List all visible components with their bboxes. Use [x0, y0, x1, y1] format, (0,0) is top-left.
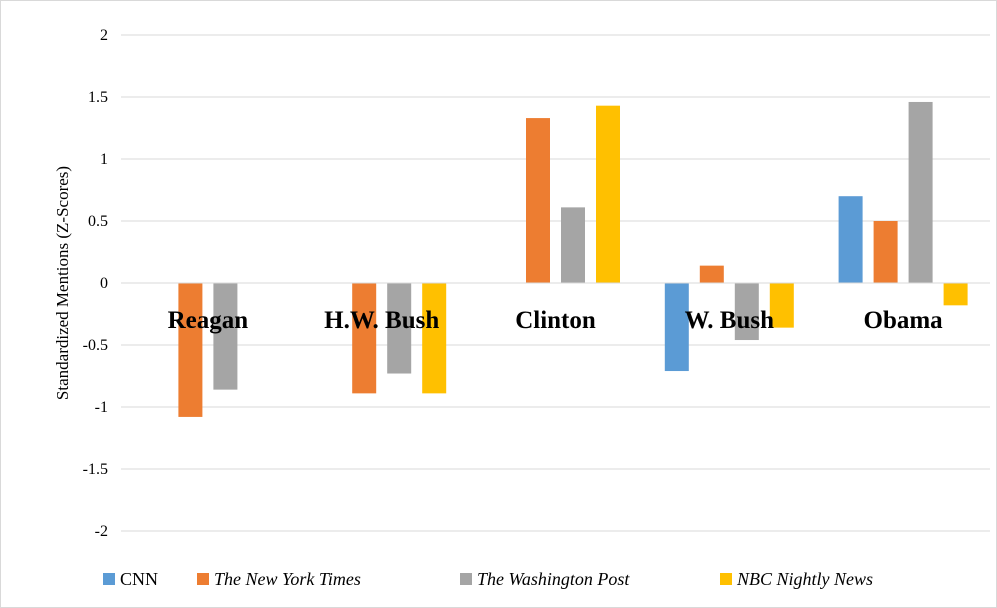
bar — [387, 283, 412, 374]
legend-label: NBC Nightly News — [736, 569, 873, 589]
legend-swatch — [197, 573, 209, 585]
bars — [178, 101, 968, 417]
bar — [352, 283, 377, 394]
category-label: Clinton — [515, 307, 596, 334]
legend: CNN The New York Times The Washington Post… — [103, 569, 873, 589]
legend-label: The New York Times — [214, 569, 361, 589]
y-tick-label: 2 — [100, 27, 108, 44]
y-axis-title: Standardized Mentions (Z-Scores) — [53, 166, 72, 400]
y-tick-label: -1.5 — [83, 461, 108, 478]
bar — [699, 265, 724, 283]
category-label: Reagan — [168, 307, 249, 334]
category-label: Obama — [864, 307, 944, 334]
bar — [873, 221, 898, 283]
legend-label: CNN — [120, 569, 158, 589]
category-label: W. Bush — [685, 307, 775, 334]
bar — [596, 105, 620, 284]
legend-swatch — [460, 573, 472, 585]
bar — [526, 118, 550, 283]
bar — [422, 283, 447, 394]
bar — [664, 283, 689, 372]
bar — [838, 196, 863, 283]
bar — [561, 207, 585, 283]
category-label: H.W. Bush — [324, 307, 439, 334]
y-tick-label: 1 — [100, 151, 108, 168]
bar — [908, 101, 933, 284]
gridlines — [121, 34, 990, 532]
y-tick-label: 1.5 — [88, 89, 108, 106]
bar — [213, 283, 238, 390]
category-labels: Reagan H.W. Bush Clinton W. Bush Obama — [168, 307, 944, 334]
legend-swatch — [720, 573, 732, 585]
y-tick-label: -0.5 — [83, 337, 108, 354]
y-tick-label: -2 — [95, 523, 108, 540]
y-tick-label: 0 — [100, 275, 108, 292]
bar — [734, 283, 759, 341]
bar — [178, 283, 203, 417]
legend-swatch — [103, 573, 115, 585]
y-axis-ticks: 2 1.5 1 0.5 0 -0.5 -1 -1.5 -2 — [83, 27, 108, 540]
y-tick-label: 0.5 — [88, 213, 108, 230]
bar — [943, 283, 968, 306]
bar — [769, 283, 794, 328]
legend-label: The Washington Post — [477, 569, 630, 589]
y-tick-label: -1 — [95, 399, 108, 416]
